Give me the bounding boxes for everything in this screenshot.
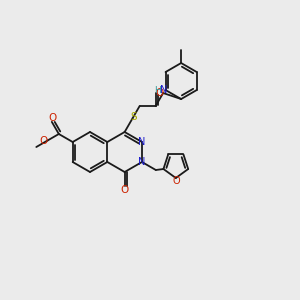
Text: S: S xyxy=(130,112,137,122)
Text: H: H xyxy=(154,85,160,94)
Text: O: O xyxy=(172,176,180,186)
Text: N: N xyxy=(138,157,146,167)
Text: O: O xyxy=(155,88,164,98)
Text: O: O xyxy=(39,136,48,146)
Text: O: O xyxy=(121,185,129,195)
Text: O: O xyxy=(49,113,57,123)
Text: N: N xyxy=(138,137,146,147)
Text: N: N xyxy=(160,85,168,95)
